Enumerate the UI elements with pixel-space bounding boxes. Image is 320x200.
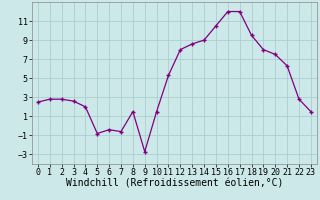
X-axis label: Windchill (Refroidissement éolien,°C): Windchill (Refroidissement éolien,°C) xyxy=(66,179,283,189)
